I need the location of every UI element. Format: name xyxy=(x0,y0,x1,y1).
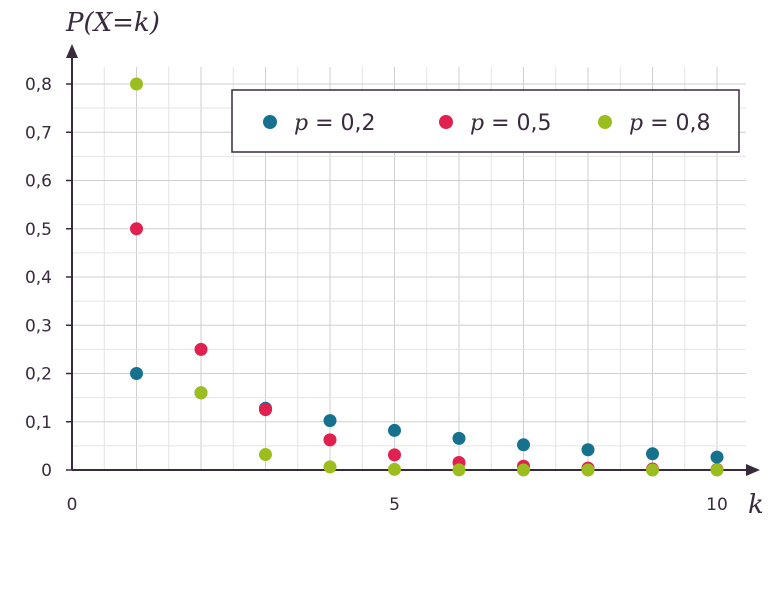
point-series-3 xyxy=(517,463,530,477)
legend-value-2: = 0,5 xyxy=(484,111,551,136)
point-series-2 xyxy=(194,342,208,356)
legend-value-1: = 0,2 xyxy=(308,111,375,136)
legend-var-3: p xyxy=(629,111,643,136)
x-tick-label: 10 xyxy=(706,495,728,515)
y-axis-label: P(X=k) xyxy=(65,8,160,38)
data-points xyxy=(130,77,724,477)
point-series-3 xyxy=(710,463,724,477)
axes xyxy=(66,44,760,476)
x-axis-label: k xyxy=(748,490,764,520)
legend: p = 0,2 p = 0,5 p = 0,8 xyxy=(231,89,740,153)
y-tick-label: 0,2 xyxy=(25,365,52,385)
legend-label-3: p = 0,8 xyxy=(629,111,711,136)
y-tick-label: 0,6 xyxy=(25,172,52,192)
point-series-1 xyxy=(388,423,401,437)
x-axis-arrow xyxy=(746,464,760,476)
y-tick-label: 0,1 xyxy=(25,413,52,433)
y-tick-label: 0,5 xyxy=(25,220,52,240)
point-series-1 xyxy=(517,438,530,452)
legend-marker-2 xyxy=(439,115,453,129)
point-series-2 xyxy=(259,403,272,417)
legend-label-2: p = 0,5 xyxy=(470,111,552,136)
y-tick-label: 0,4 xyxy=(25,268,52,288)
point-series-3 xyxy=(452,463,466,477)
point-series-3 xyxy=(323,460,337,474)
point-series-3 xyxy=(130,77,143,91)
legend-marker-1 xyxy=(263,115,277,129)
x-tick-label: 0 xyxy=(67,495,78,515)
legend-label-1: p = 0,2 xyxy=(294,111,376,136)
point-series-1 xyxy=(581,443,595,457)
y-axis-arrow xyxy=(66,44,78,58)
point-series-3 xyxy=(646,463,659,477)
point-series-1 xyxy=(452,431,466,445)
point-series-2 xyxy=(388,448,401,462)
point-series-3 xyxy=(581,463,595,477)
legend-value-3: = 0,8 xyxy=(643,111,710,136)
tick-labels: 0 0,1 0,2 0,3 0,4 0,5 0,6 0,7 0,8 0 5 10 xyxy=(25,75,728,515)
point-series-1 xyxy=(323,414,337,428)
point-series-3 xyxy=(388,462,401,476)
point-series-3 xyxy=(259,448,272,462)
legend-box xyxy=(231,89,740,153)
point-series-3 xyxy=(194,386,208,400)
point-series-2 xyxy=(323,433,337,447)
y-tick-label: 0,7 xyxy=(25,123,52,143)
point-series-1 xyxy=(646,447,659,461)
legend-marker-3 xyxy=(598,115,612,129)
x-tick-label: 5 xyxy=(389,495,400,515)
y-tick-label: 0,3 xyxy=(25,316,52,336)
point-series-1 xyxy=(710,450,724,464)
point-series-2 xyxy=(130,222,143,236)
point-series-1 xyxy=(130,367,143,380)
legend-var-1: p xyxy=(294,111,308,136)
y-tick-label: 0,8 xyxy=(25,75,52,95)
y-tick-label: 0 xyxy=(41,461,52,481)
legend-var-2: p xyxy=(470,111,484,136)
